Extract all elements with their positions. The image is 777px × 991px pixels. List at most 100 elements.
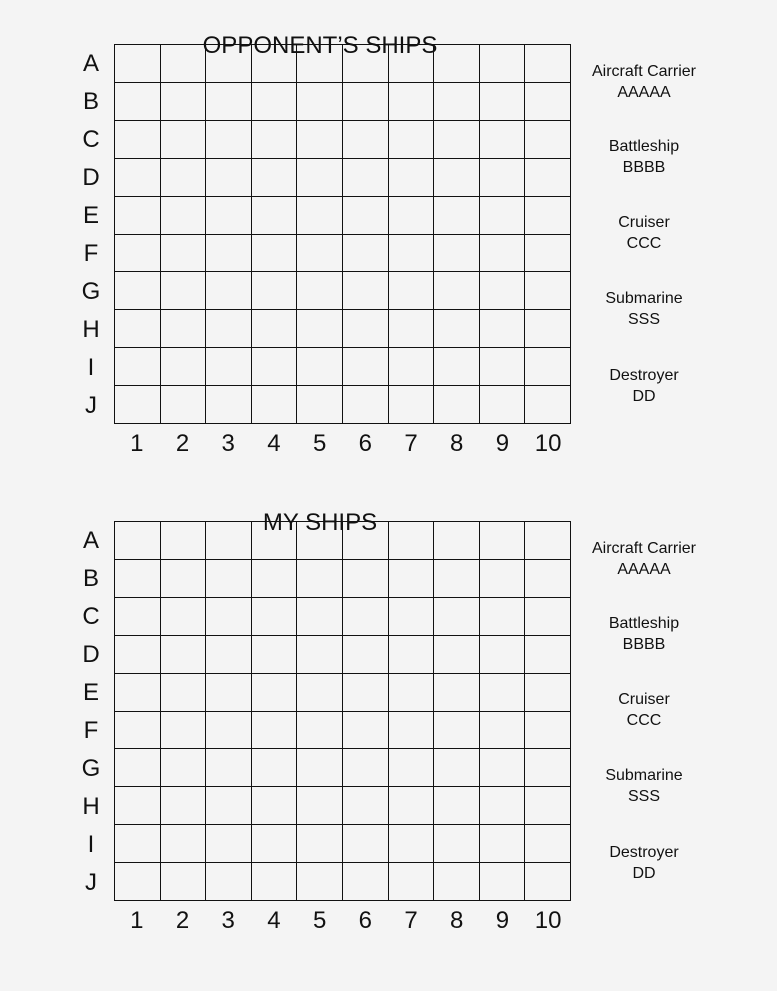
- grid-cell[interactable]: [297, 120, 343, 159]
- grid-cell[interactable]: [206, 673, 252, 712]
- grid-cell[interactable]: [206, 348, 252, 387]
- grid-cell[interactable]: [115, 158, 161, 197]
- grid-cell[interactable]: [160, 120, 207, 159]
- grid-cell[interactable]: [525, 749, 571, 788]
- grid-cell[interactable]: [251, 158, 298, 197]
- grid-cell[interactable]: [251, 82, 298, 121]
- grid-cell[interactable]: [388, 749, 435, 788]
- grid-cell[interactable]: [525, 234, 571, 273]
- grid-cell[interactable]: [525, 45, 571, 83]
- grid-cell[interactable]: [115, 522, 161, 560]
- grid-cell[interactable]: [388, 120, 435, 159]
- grid-cell[interactable]: [206, 635, 252, 674]
- grid-cell[interactable]: [342, 386, 389, 424]
- grid-cell[interactable]: [297, 158, 343, 197]
- grid-cell[interactable]: [297, 234, 343, 273]
- grid-cell[interactable]: [434, 749, 480, 788]
- grid-cell[interactable]: [434, 158, 480, 197]
- grid-cell[interactable]: [206, 711, 252, 750]
- grid-cell[interactable]: [251, 711, 298, 750]
- grid-cell[interactable]: [115, 272, 161, 311]
- grid-cell[interactable]: [115, 348, 161, 387]
- grid-cell[interactable]: [479, 749, 526, 788]
- grid-cell[interactable]: [342, 196, 389, 235]
- grid-cell[interactable]: [160, 711, 207, 750]
- grid-cell[interactable]: [525, 386, 571, 424]
- grid-cell[interactable]: [525, 310, 571, 349]
- grid-cell[interactable]: [160, 787, 207, 826]
- grid-cell[interactable]: [388, 597, 435, 636]
- grid-cell[interactable]: [251, 45, 298, 83]
- grid-cell[interactable]: [388, 522, 435, 560]
- grid-cell[interactable]: [251, 196, 298, 235]
- grid-cell[interactable]: [342, 787, 389, 826]
- grid-cell[interactable]: [160, 386, 207, 424]
- grid-cell[interactable]: [206, 787, 252, 826]
- grid-cell[interactable]: [434, 272, 480, 311]
- grid-cell[interactable]: [342, 863, 389, 901]
- grid-cell[interactable]: [525, 673, 571, 712]
- grid-cell[interactable]: [479, 234, 526, 273]
- grid-cell[interactable]: [342, 559, 389, 598]
- grid-cell[interactable]: [434, 82, 480, 121]
- grid-cell[interactable]: [479, 120, 526, 159]
- grid-cell[interactable]: [479, 196, 526, 235]
- grid-cell[interactable]: [206, 749, 252, 788]
- grid-cell[interactable]: [388, 158, 435, 197]
- grid-cell[interactable]: [115, 787, 161, 826]
- grid-cell[interactable]: [388, 45, 435, 83]
- grid-cell[interactable]: [297, 272, 343, 311]
- grid-cell[interactable]: [479, 386, 526, 424]
- grid-cell[interactable]: [115, 863, 161, 901]
- grid-cell[interactable]: [342, 234, 389, 273]
- grid-cell[interactable]: [525, 825, 571, 864]
- grid-cell[interactable]: [434, 559, 480, 598]
- grid-cell[interactable]: [297, 348, 343, 387]
- grid-cell[interactable]: [479, 348, 526, 387]
- grid-cell[interactable]: [479, 45, 526, 83]
- grid-cell[interactable]: [206, 825, 252, 864]
- grid-cell[interactable]: [297, 825, 343, 864]
- grid-cell[interactable]: [388, 559, 435, 598]
- grid-cell[interactable]: [251, 272, 298, 311]
- grid-cell[interactable]: [115, 234, 161, 273]
- grid-cell[interactable]: [251, 234, 298, 273]
- grid-cell[interactable]: [525, 863, 571, 901]
- grid-cell[interactable]: [115, 711, 161, 750]
- grid-cell[interactable]: [160, 272, 207, 311]
- grid-cell[interactable]: [160, 234, 207, 273]
- grid-cell[interactable]: [479, 597, 526, 636]
- grid-cell[interactable]: [434, 386, 480, 424]
- grid-cell[interactable]: [434, 348, 480, 387]
- grid-cell[interactable]: [206, 120, 252, 159]
- grid-cell[interactable]: [115, 673, 161, 712]
- grid-cell[interactable]: [251, 559, 298, 598]
- grid-cell[interactable]: [434, 825, 480, 864]
- grid-cell[interactable]: [479, 863, 526, 901]
- grid-cell[interactable]: [525, 348, 571, 387]
- grid-cell[interactable]: [297, 559, 343, 598]
- grid-cell[interactable]: [525, 711, 571, 750]
- grid-cell[interactable]: [388, 234, 435, 273]
- grid-cell[interactable]: [342, 158, 389, 197]
- grid-cell[interactable]: [160, 45, 207, 83]
- grid-cell[interactable]: [388, 348, 435, 387]
- grid-cell[interactable]: [525, 559, 571, 598]
- grid-cell[interactable]: [206, 386, 252, 424]
- grid-cell[interactable]: [115, 82, 161, 121]
- grid-cell[interactable]: [115, 386, 161, 424]
- grid-cell[interactable]: [115, 559, 161, 598]
- grid-cell[interactable]: [297, 522, 343, 560]
- grid-cell[interactable]: [160, 749, 207, 788]
- grid-cell[interactable]: [206, 234, 252, 273]
- grid-cell[interactable]: [479, 673, 526, 712]
- grid-cell[interactable]: [342, 310, 389, 349]
- grid-cell[interactable]: [388, 787, 435, 826]
- grid-cell[interactable]: [251, 386, 298, 424]
- grid-cell[interactable]: [115, 749, 161, 788]
- grid-cell[interactable]: [251, 863, 298, 901]
- grid-cell[interactable]: [160, 82, 207, 121]
- grid-cell[interactable]: [297, 386, 343, 424]
- grid-cell[interactable]: [479, 559, 526, 598]
- grid-cell[interactable]: [388, 196, 435, 235]
